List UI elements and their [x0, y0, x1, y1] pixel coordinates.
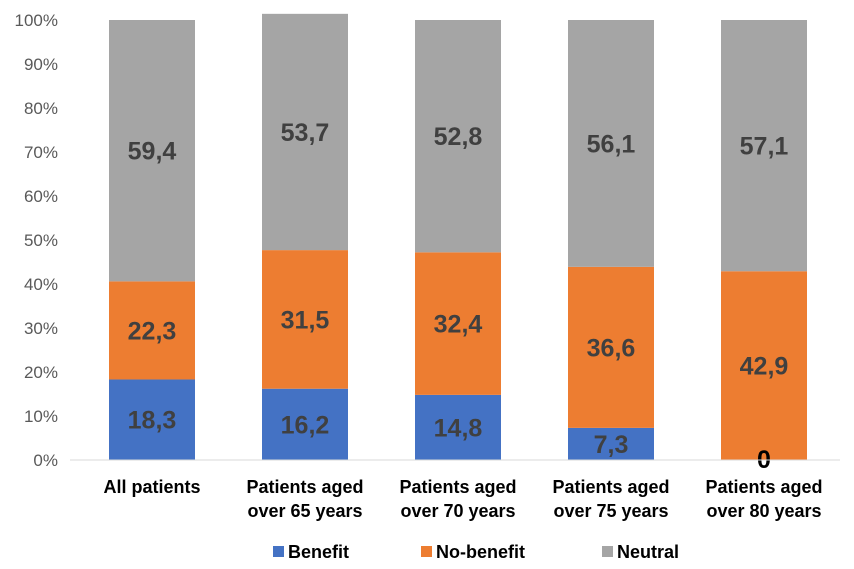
data-label: 16,2 — [281, 411, 330, 439]
y-tick-label: 100% — [15, 11, 58, 30]
x-category-label: Patients aged — [552, 477, 669, 497]
x-category-label: All patients — [103, 477, 200, 497]
bar-segment-neutral — [262, 13, 348, 251]
x-category-label: over 80 years — [706, 501, 821, 521]
y-tick-label: 90% — [24, 55, 58, 74]
data-label: 22,3 — [128, 317, 177, 345]
y-tick-label: 80% — [24, 99, 58, 118]
bar-segment-no-benefit — [415, 252, 501, 395]
bar-segment-no-benefit — [109, 281, 195, 380]
legend: Benefit No-benefit Neutral — [273, 542, 679, 562]
data-label: 18,3 — [128, 407, 177, 435]
bar-segment-no-benefit — [721, 271, 807, 460]
data-label: 42,9 — [740, 353, 789, 381]
x-category-label: Patients aged — [246, 477, 363, 497]
legend-label: No-benefit — [436, 542, 525, 562]
y-tick-label: 30% — [24, 319, 58, 338]
y-axis: 0% 10% 20% 30% 40% 50% 60% 70% 80% 90% 100% — [15, 11, 58, 470]
data-label: 32,4 — [434, 311, 483, 339]
bars — [109, 13, 807, 460]
y-tick-label: 0% — [33, 451, 58, 470]
bar-segment-neutral — [415, 20, 501, 253]
data-labels: 18,3 22,3 59,4 16,2 31,5 53,7 14,8 32,4 52,8 7,3 3… — [128, 119, 789, 474]
data-label: 36,6 — [587, 334, 636, 362]
data-label: 56,1 — [587, 130, 636, 158]
y-tick-label: 20% — [24, 363, 58, 382]
x-category-label: Patients aged — [399, 477, 516, 497]
bar-segment-benefit — [568, 427, 654, 460]
legend-label: Neutral — [617, 542, 679, 562]
data-label: 57,1 — [740, 133, 789, 161]
y-tick-label: 10% — [24, 407, 58, 426]
x-category-label: over 70 years — [400, 501, 515, 521]
data-label: 7,3 — [594, 431, 629, 459]
y-tick-label: 40% — [24, 275, 58, 294]
data-label: 14,8 — [434, 414, 483, 442]
legend-swatch — [421, 546, 432, 557]
y-tick-label: 70% — [24, 143, 58, 162]
y-tick-label: 50% — [24, 231, 58, 250]
bar-segment-benefit — [109, 379, 195, 460]
bar-segment-neutral — [568, 20, 654, 267]
legend-label: Benefit — [288, 542, 349, 562]
bar-segment-benefit — [415, 394, 501, 460]
data-label: 53,7 — [281, 119, 330, 147]
data-label: 52,8 — [434, 123, 483, 151]
x-axis: All patients Patients aged over 65 years Pa… — [103, 477, 822, 521]
bar-segment-benefit — [262, 388, 348, 460]
bar-segment-no-benefit — [568, 266, 654, 428]
x-category-label: Patients aged — [705, 477, 822, 497]
bar-segment-no-benefit — [262, 250, 348, 389]
y-tick-label: 60% — [24, 187, 58, 206]
bar-segment-neutral — [109, 20, 195, 282]
legend-swatch — [273, 546, 284, 557]
data-label: 59,4 — [128, 138, 177, 166]
legend-swatch — [602, 546, 613, 557]
x-category-label: over 75 years — [553, 501, 668, 521]
x-category-label: over 65 years — [247, 501, 362, 521]
bar-segment-neutral — [721, 20, 807, 272]
data-label: 31,5 — [281, 306, 330, 334]
